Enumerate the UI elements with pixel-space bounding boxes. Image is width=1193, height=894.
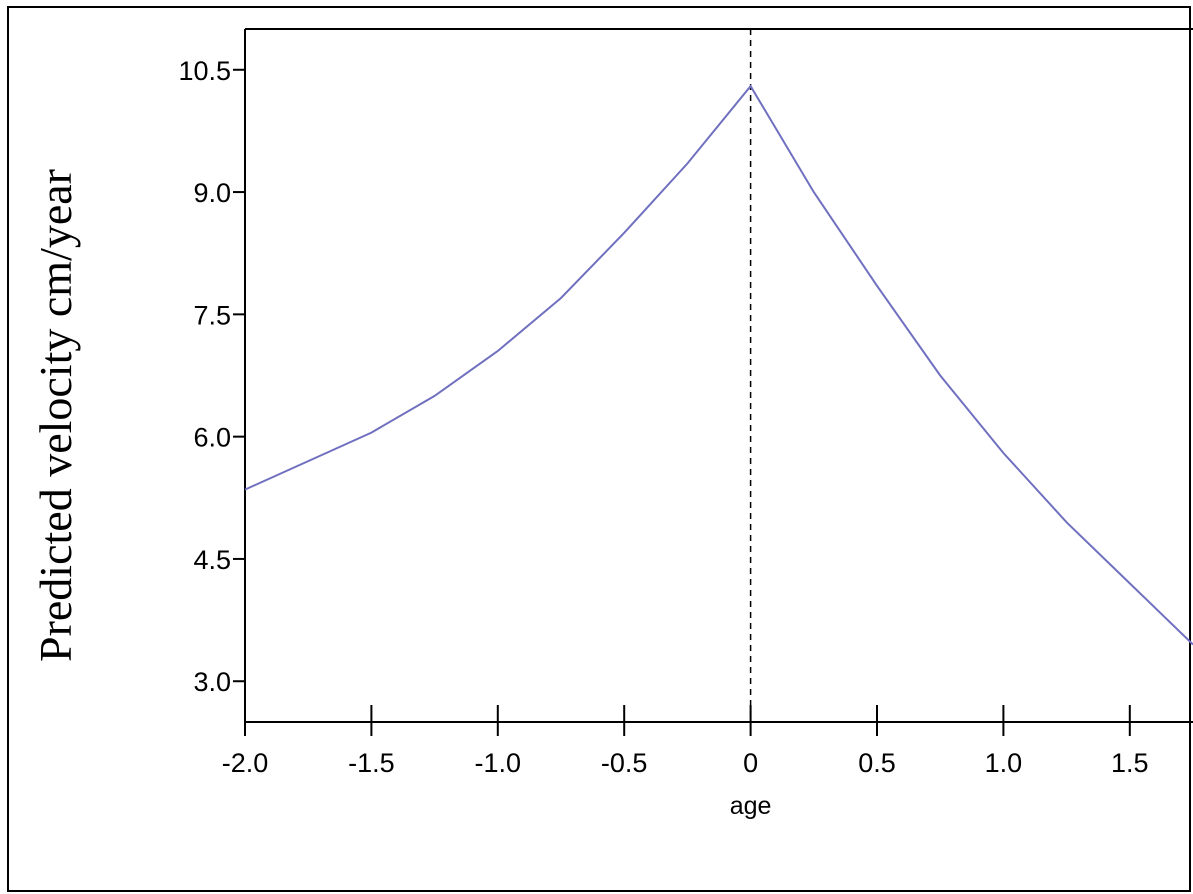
plot-area xyxy=(244,28,1193,723)
x-tick-label: 1.5 xyxy=(1111,748,1149,778)
x-tick-label: -2.0 xyxy=(222,748,269,778)
x-tick-label: -1.0 xyxy=(475,748,522,778)
x-ticks: -2.0 -1.5 -1.0 -0.5 0 0.5 1.0 1.5 xyxy=(222,705,1149,778)
y-tick-label: 4.5 xyxy=(193,545,231,575)
x-tick-label: 0 xyxy=(743,748,758,778)
y-axis-title: Predicted velocity cm/year xyxy=(30,169,81,662)
y-tick-label: 9.0 xyxy=(193,178,231,208)
y-tick-label: 10.5 xyxy=(178,56,231,86)
x-tick-label: 0.5 xyxy=(858,748,896,778)
line-chart: -2.0 -1.5 -1.0 -0.5 0 0.5 1.0 1.5 3.0 4.5 6.0 7.5 9… xyxy=(30,28,1193,820)
y-tick-label: 6.0 xyxy=(193,423,231,453)
y-tick-label: 3.0 xyxy=(193,667,231,697)
series-line xyxy=(244,84,1193,646)
x-tick-label: -0.5 xyxy=(601,748,648,778)
chart-frame: -2.0 -1.5 -1.0 -0.5 0 0.5 1.0 1.5 3.0 4.5 6.0 7.5 9… xyxy=(7,6,1193,892)
y-ticks: 3.0 4.5 6.0 7.5 9.0 10.5 xyxy=(178,56,245,697)
y-tick-label: 7.5 xyxy=(193,300,231,330)
x-tick-label: -1.5 xyxy=(348,748,395,778)
x-axis-title: age xyxy=(730,792,772,820)
x-tick-label: 1.0 xyxy=(985,748,1023,778)
